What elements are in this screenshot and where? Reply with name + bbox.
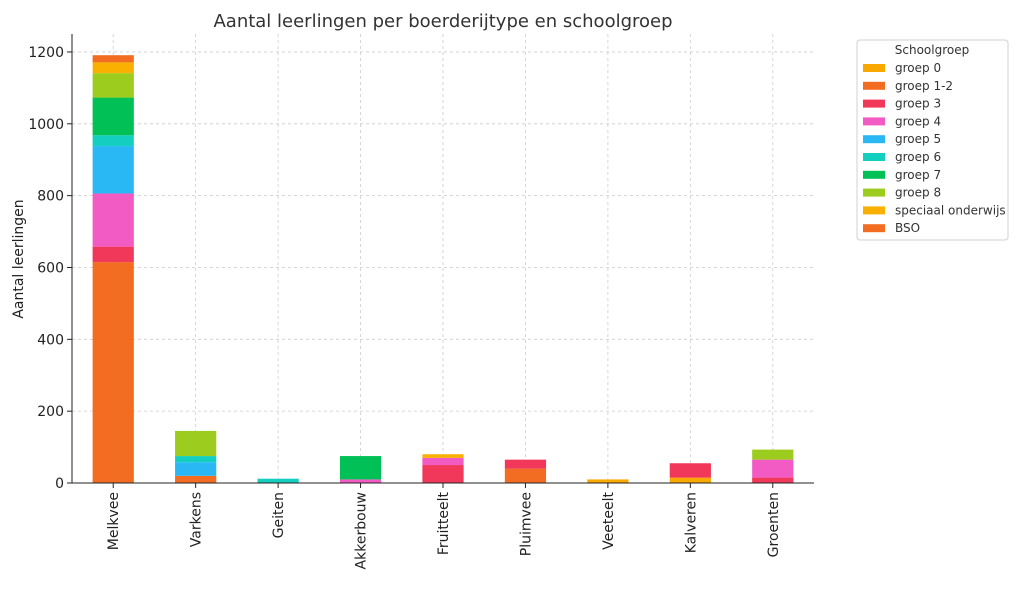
gridlines	[72, 34, 814, 483]
bar-segment	[92, 146, 134, 194]
y-tick-label: 400	[37, 332, 64, 348]
legend-swatch	[863, 99, 885, 108]
legend-swatch	[863, 170, 885, 179]
bar-segment	[752, 449, 794, 460]
bar-segment	[175, 430, 217, 457]
legend-label: BSO	[895, 221, 920, 235]
x-tick-label: Varkens	[189, 492, 205, 547]
legend-swatch	[863, 64, 885, 72]
bar-segment	[92, 55, 134, 63]
y-tick-label: 800	[37, 189, 64, 205]
bar-segment	[175, 462, 217, 476]
bar-segment	[587, 479, 629, 483]
legend-label: speciaal onderwijs	[895, 203, 1006, 217]
bar-segment	[339, 479, 382, 483]
bar-segment	[92, 73, 134, 98]
legend-swatch	[863, 81, 885, 90]
bar-segment	[752, 477, 794, 483]
bar-segment	[669, 477, 711, 483]
y-tick-label: 0	[55, 476, 64, 492]
bar-segment	[257, 478, 299, 483]
legend-items: groep 0 groep 1-2 groep 3 groep 4 groep 5 gro…	[863, 61, 1006, 235]
x-tick-label: Fruitteelt	[436, 491, 452, 555]
y-tick-label: 600	[37, 260, 64, 276]
legend-swatch	[863, 117, 885, 126]
bar-segment	[175, 475, 217, 483]
legend-label: groep 7	[895, 168, 941, 182]
legend-label: groep 5	[895, 132, 941, 146]
bar-segment	[92, 246, 134, 263]
legend-swatch	[863, 206, 885, 215]
legend-label: groep 8	[895, 186, 941, 200]
legend-swatch	[863, 188, 885, 197]
legend-box	[856, 39, 1009, 241]
y-tick-labels: 0 200 400 600 800 1000 1200	[28, 45, 72, 492]
x-tick-label: Akkerbouw	[354, 492, 370, 569]
bar-segment	[504, 468, 547, 483]
bar-segment	[422, 454, 464, 458]
legend-label: groep 3	[895, 97, 941, 111]
x-tick-label: Geiten	[271, 492, 287, 538]
legend-swatch	[863, 224, 885, 233]
bars	[92, 55, 794, 483]
legend-swatch	[863, 153, 885, 161]
bar-segment	[92, 262, 134, 483]
legend-label: groep 1-2	[895, 79, 953, 93]
legend-swatch	[863, 135, 885, 144]
bar-segment	[92, 193, 134, 247]
legend-title: Schoolgroep	[895, 43, 969, 57]
legend-label: groep 0	[895, 61, 941, 75]
bar-segment	[175, 456, 217, 463]
bar-segment	[752, 459, 794, 478]
bar-segment	[339, 456, 382, 480]
x-tick-label: Veeteelt	[601, 491, 617, 549]
bar-segment	[669, 463, 711, 478]
bar-segment	[422, 465, 464, 483]
x-tick-label: Kalveren	[683, 492, 699, 553]
y-tick-label: 1000	[28, 117, 64, 133]
y-tick-label: 200	[37, 404, 64, 420]
legend-label: groep 6	[895, 150, 941, 164]
x-tick-label: Groenten	[766, 492, 782, 557]
bar-segment	[422, 457, 464, 466]
chart-title: Aantal leerlingen per boerderijtype en s…	[213, 11, 672, 32]
legend-label: groep 4	[895, 114, 941, 128]
y-axis-label: Aantal leerlingen	[11, 199, 27, 318]
bar-segment	[92, 135, 134, 147]
x-tick-labels: Melkvee Varkens Geiten Akkerbouw Fruitteelt P…	[106, 483, 782, 569]
x-tick-label: Pluimvee	[518, 492, 534, 556]
bar-segment	[504, 459, 547, 469]
bar-segment	[92, 62, 134, 74]
y-tick-label: 1200	[28, 45, 64, 61]
bar-segment	[92, 97, 134, 136]
x-tick-label: Melkvee	[106, 492, 122, 550]
